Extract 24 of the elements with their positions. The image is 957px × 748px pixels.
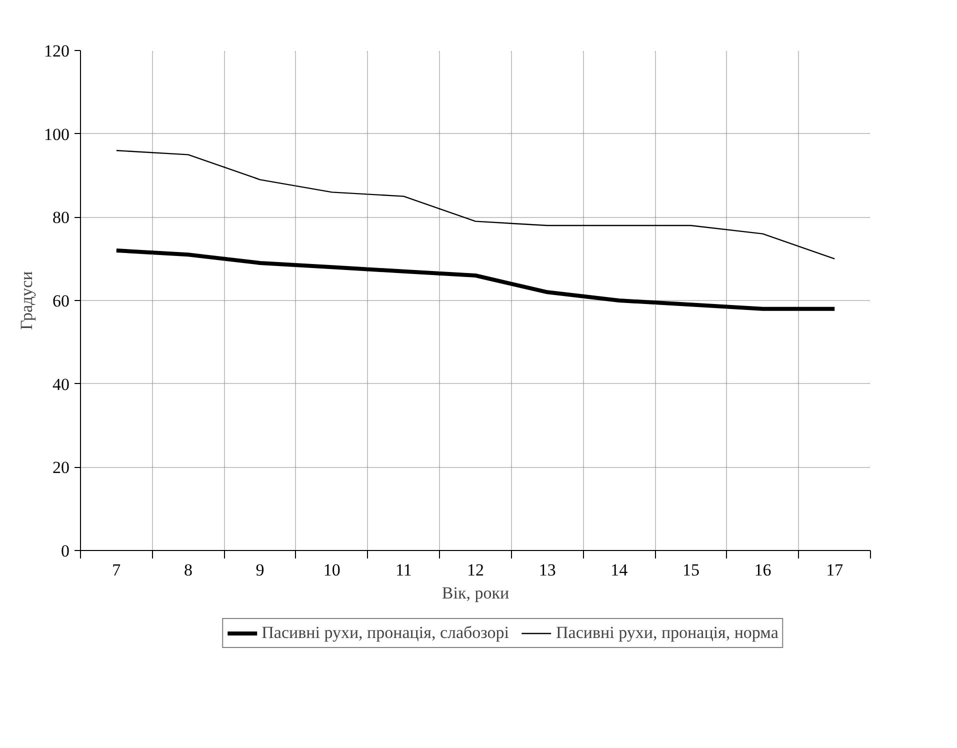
line-series xyxy=(114,248,837,311)
legend-label: Пасивні рухи, пронація, слабозорі xyxy=(262,622,510,642)
legend-label: Пасивні рухи, пронація, норма xyxy=(556,622,778,642)
y-axis-title: Градуси xyxy=(17,271,36,330)
y-tick-label: 20 xyxy=(52,458,70,478)
x-tick-label: 14 xyxy=(610,560,628,580)
y-tick-label: 0 xyxy=(61,542,70,560)
x-tick-label: 7 xyxy=(112,560,122,580)
x-tick-label: 15 xyxy=(682,560,700,580)
x-tick-label: 8 xyxy=(184,560,192,580)
x-tick-label: 13 xyxy=(538,560,556,580)
y-tick-label: 40 xyxy=(52,374,70,394)
x-tick-label: 9 xyxy=(256,560,264,580)
x-tick-label: 11 xyxy=(395,560,412,580)
x-tick-label: 10 xyxy=(323,560,340,580)
y-tick-label: 80 xyxy=(52,208,70,228)
y-tick-label: 60 xyxy=(52,292,70,310)
x-axis-title: Вік, роки xyxy=(442,584,510,602)
x-tick-label: 12 xyxy=(467,560,484,580)
y-tick-label: 120 xyxy=(44,42,70,60)
x-tick-label: 16 xyxy=(754,560,772,580)
x-tick-label: 17 xyxy=(826,560,844,580)
y-tick-label: 100 xyxy=(44,124,70,144)
line-series xyxy=(116,150,836,260)
